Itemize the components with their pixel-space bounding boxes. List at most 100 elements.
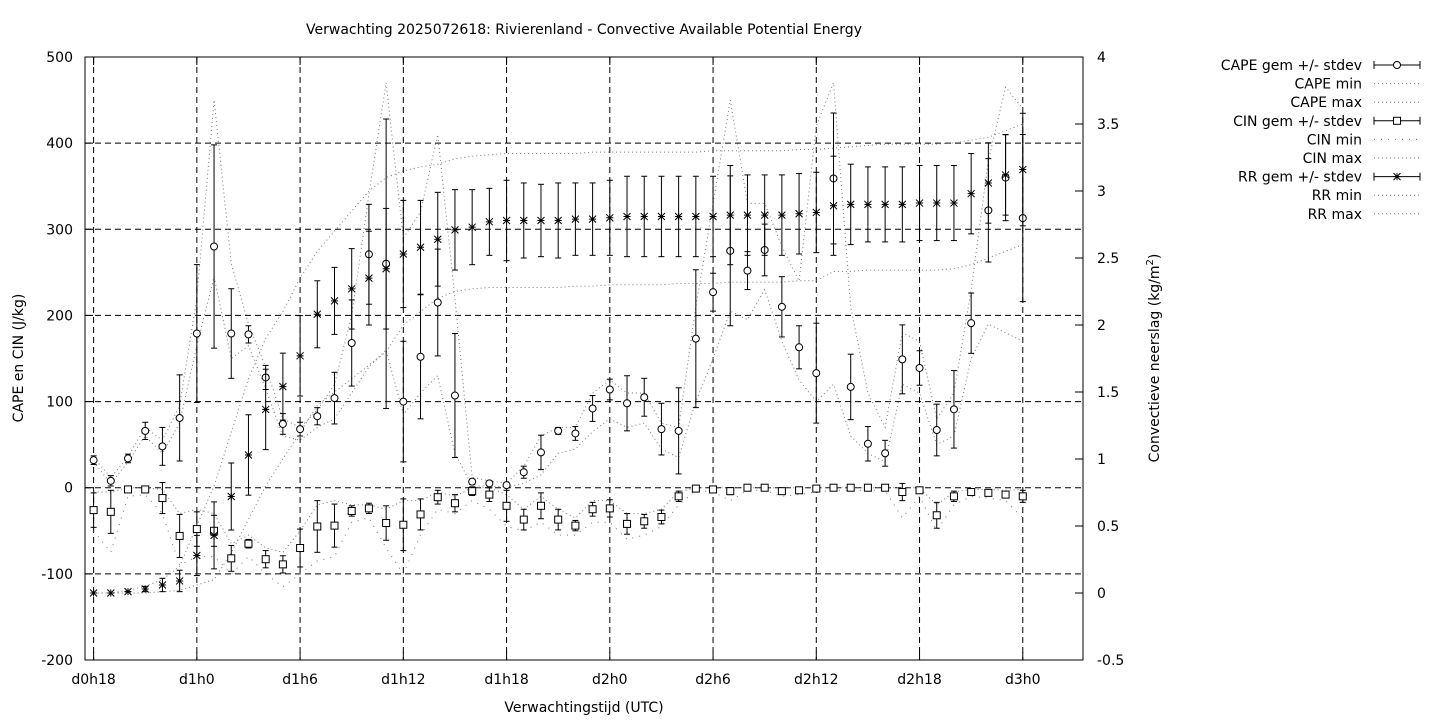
cape-point xyxy=(416,352,425,361)
y2-tick-label: 2 xyxy=(1097,318,1106,334)
rr-point xyxy=(502,216,511,225)
cin-point xyxy=(382,519,391,528)
cin-point xyxy=(571,521,580,530)
cin-point xyxy=(726,487,735,496)
rr-point xyxy=(657,212,666,221)
rr-point xyxy=(433,235,442,244)
rr-point xyxy=(864,200,872,209)
cape-point xyxy=(967,319,976,328)
cape-point xyxy=(399,397,408,406)
cin-point xyxy=(364,504,373,513)
y-tick-label: 0 xyxy=(64,481,73,497)
cin-point xyxy=(846,483,855,492)
cin-point xyxy=(881,483,890,492)
cape-point xyxy=(433,298,442,307)
cape-point xyxy=(124,454,133,463)
rr-point xyxy=(399,250,408,258)
cape-point xyxy=(244,330,253,339)
cape-point xyxy=(278,419,287,428)
cape-point xyxy=(158,442,167,451)
cape-point xyxy=(210,242,219,251)
x-tick-label: d0h18 xyxy=(71,672,115,688)
cin-point xyxy=(915,486,924,495)
cin-point xyxy=(536,501,545,510)
rr-point xyxy=(416,243,425,252)
legend-swatch-marker xyxy=(1393,172,1401,181)
y2-axis-label-main: Convectieve neerslag (kg/m xyxy=(1147,265,1163,462)
rr-point xyxy=(674,212,683,221)
cin-point xyxy=(502,501,511,510)
cape-point xyxy=(227,329,236,338)
x-tick-label: d3h0 xyxy=(1005,672,1041,688)
cape-point xyxy=(812,369,821,378)
rr-point xyxy=(915,199,924,207)
rr-point xyxy=(244,451,253,459)
y2-tick-label: 1.5 xyxy=(1097,385,1119,401)
rr-point xyxy=(743,211,752,219)
cape-point xyxy=(468,477,477,486)
cin-point xyxy=(605,504,614,513)
legend: CAPE gem +/- stdev CAPE min CAPE max CIN ge… xyxy=(1221,58,1421,223)
cape-point xyxy=(881,449,890,458)
cin-point xyxy=(192,525,201,534)
cin-point xyxy=(640,517,649,526)
cape-point xyxy=(898,355,907,364)
cin-point xyxy=(588,505,597,514)
rr-point xyxy=(365,274,373,282)
cape-point xyxy=(313,412,322,421)
y-tick-label: 100 xyxy=(46,395,73,411)
cin-point xyxy=(709,485,718,494)
cin-point xyxy=(623,519,632,528)
cin-point xyxy=(227,554,236,563)
y2-tick-label: 3 xyxy=(1097,184,1106,200)
rr-point xyxy=(347,284,356,293)
cin-point xyxy=(949,492,958,501)
rr-point xyxy=(227,492,236,501)
cape-point xyxy=(554,426,563,435)
rr-point xyxy=(382,264,390,273)
rr-point xyxy=(192,551,201,560)
rr-point xyxy=(812,208,821,217)
rr-point xyxy=(296,351,304,360)
y-tick-label: 200 xyxy=(46,308,73,324)
cape-point xyxy=(915,363,924,372)
cape-point xyxy=(175,413,184,422)
cin-point xyxy=(829,483,838,492)
cin-point xyxy=(89,506,98,515)
legend-label: CAPE max xyxy=(1290,95,1362,111)
rr-point xyxy=(330,297,339,305)
y2-tick-label: 4 xyxy=(1097,50,1106,66)
cin-point xyxy=(416,510,425,519)
y2-tick-label: 1 xyxy=(1097,452,1106,468)
cape-point xyxy=(932,425,941,434)
x-tick-label: d1h0 xyxy=(179,672,215,688)
rr-point xyxy=(106,589,115,597)
x-tick-label: d1h18 xyxy=(484,672,528,688)
cape-point xyxy=(347,338,356,347)
cin-point xyxy=(795,486,804,495)
cape-point xyxy=(485,479,494,488)
y-axis-label: CAPE en CIN (J/kg) xyxy=(11,294,27,423)
cape-point xyxy=(519,468,528,477)
legend-swatch-marker xyxy=(1393,61,1401,69)
rr-point xyxy=(141,585,150,593)
cin-point xyxy=(984,488,993,497)
rr-point xyxy=(468,223,477,232)
cin-point xyxy=(261,555,270,564)
cin-point xyxy=(313,522,322,531)
cape-point xyxy=(949,405,958,414)
y2-axis-label: Convectieve neerslag (kg/m2) xyxy=(1145,254,1163,463)
cin-point xyxy=(347,506,356,515)
y2-axis-label-end: ) xyxy=(1147,254,1163,259)
y2-tick-label: 3.5 xyxy=(1097,117,1119,133)
rr-point xyxy=(898,200,907,209)
cin-point xyxy=(554,515,563,524)
cape-point xyxy=(330,394,339,403)
cin-point xyxy=(450,499,459,508)
legend-label: CIN min xyxy=(1307,132,1362,148)
rr-point xyxy=(1018,165,1027,174)
x-tick-label: d1h12 xyxy=(381,672,425,688)
y-tick-label: 500 xyxy=(46,50,73,66)
x-tick-label: d2h0 xyxy=(592,672,628,688)
